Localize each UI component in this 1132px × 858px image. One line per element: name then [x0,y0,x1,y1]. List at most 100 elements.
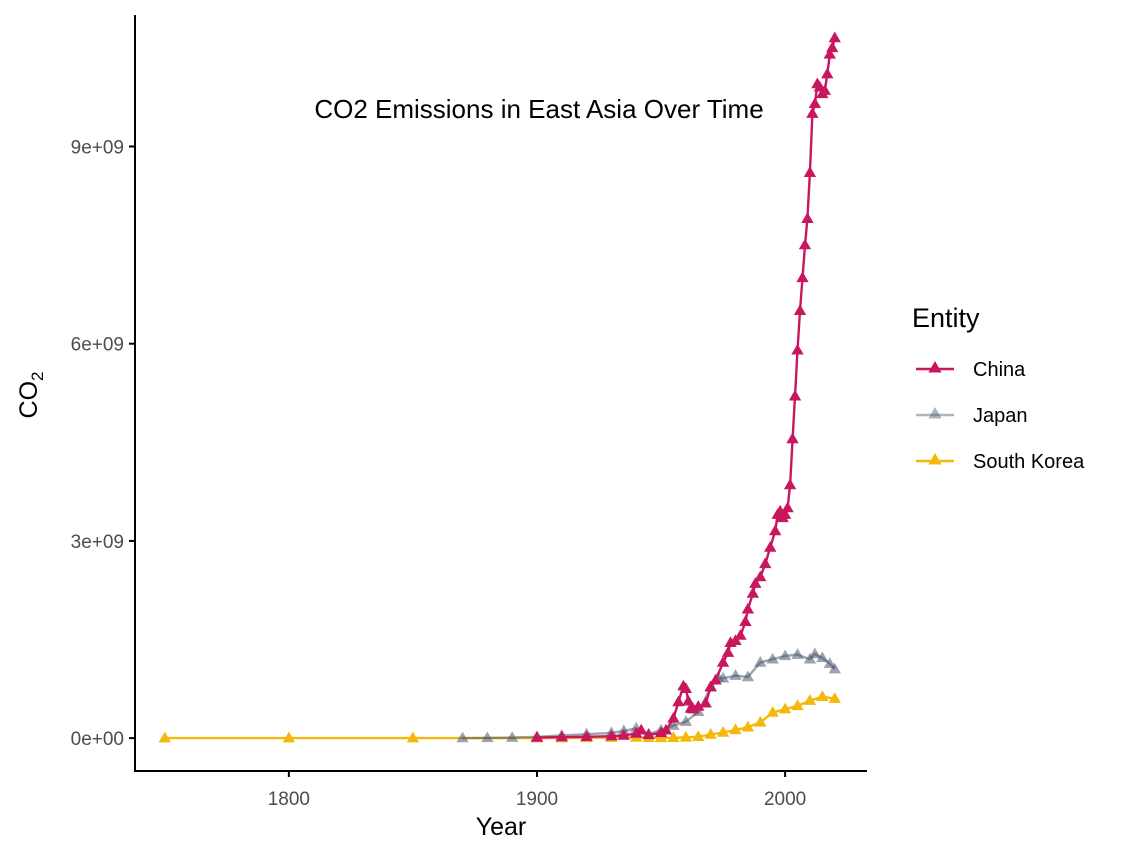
data-point [741,602,755,614]
data-point [692,700,705,711]
data-point [754,656,767,667]
data-point [828,31,841,43]
data-point [741,720,755,732]
data-point [778,508,792,519]
data-point [769,524,782,536]
data-point [530,730,544,742]
data-point [816,690,829,701]
data-point [555,730,568,742]
data-point [716,656,730,667]
legend-items: China Japan South Korea [916,359,1085,473]
data-point [766,705,779,717]
data-point [282,731,296,743]
data-point [716,671,730,683]
x-axis-ticks: 1800 1900 2000 [268,771,806,810]
series-line [462,652,836,740]
series-south-korea [158,690,841,743]
data-point [679,715,693,726]
data-point [158,731,171,743]
y-axis-title-subscript: 2 [28,372,47,381]
legend-marker [928,361,942,373]
data-point [803,166,817,177]
legend-label: Japan [973,405,1028,427]
series-china [530,31,841,742]
data-point [778,649,792,661]
data-point [803,694,817,705]
data-point [766,652,779,664]
data-point [798,238,812,250]
data-point [605,729,618,741]
data-point [672,695,685,707]
y-tick-label: 9e+09 [71,137,124,158]
y-tick-label: 0e+00 [71,729,124,750]
data-point [709,673,722,685]
x-tick-label: 1900 [516,789,558,810]
data-point [826,41,839,53]
legend-item-japan: Japan [916,405,1028,427]
data-point [741,670,755,682]
chart-title: CO2 Emissions in East Asia Over Time [314,94,763,124]
data-point [808,647,822,659]
data-point [734,629,747,640]
data-point [617,729,631,740]
data-point [781,501,794,513]
data-point [823,47,836,59]
data-point [778,702,792,714]
legend-item-china: China [916,359,1026,381]
data-point [818,84,831,95]
data-point [456,731,469,743]
y-tick-label: 3e+09 [71,532,124,553]
data-point [704,680,717,692]
series-japan [456,647,841,743]
data-point [682,694,695,706]
data-point [791,648,804,659]
data-point [754,715,767,727]
data-point [667,719,680,730]
data-point [806,107,819,118]
x-tick-label: 2000 [764,789,806,810]
data-point [823,657,836,669]
data-point [679,730,693,742]
data-point [721,646,735,657]
data-point [783,478,797,490]
x-axis-title: Year [476,813,527,841]
series-line [536,37,836,739]
data-point [699,696,712,708]
data-point [667,731,680,743]
data-point [801,212,814,224]
data-point [828,692,841,703]
data-point [746,587,760,598]
series-layer [158,31,841,743]
legend-marker [928,407,942,419]
data-point [791,343,804,355]
legend-item-south-korea: South Korea [916,451,1085,473]
data-point [729,669,742,680]
data-point [667,711,680,723]
data-point [505,731,519,742]
data-point [481,731,494,743]
data-point [821,67,834,79]
data-point [729,723,742,735]
legend-title: Entity [912,303,980,333]
data-point [759,557,772,569]
data-point [692,730,705,742]
data-point [788,389,802,401]
legend-marker [928,453,942,465]
data-point [580,730,593,742]
data-point [754,570,767,582]
data-point [791,699,804,711]
y-axis-title-main: CO [15,381,43,419]
data-point [828,662,841,674]
data-point [406,731,420,743]
y-axis-title: CO2 [15,372,47,419]
data-point [716,726,730,737]
data-point [635,723,648,735]
y-tick-label: 6e+09 [71,335,124,356]
data-point [739,615,752,626]
data-point [764,540,777,552]
data-point [808,97,822,108]
data-point [642,728,655,740]
y-axis-ticks: 0e+00 3e+09 6e+09 9e+09 [71,137,135,750]
legend: Entity China Japan South Korea [912,303,1085,473]
